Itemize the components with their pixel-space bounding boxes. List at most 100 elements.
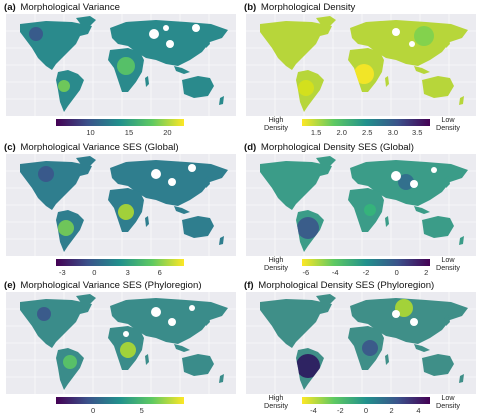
colorbar-tick-label: -4 bbox=[310, 406, 317, 415]
value-patch bbox=[354, 64, 374, 84]
colorbar-gradient bbox=[56, 259, 184, 266]
colorbar-tick-label: 15 bbox=[124, 128, 134, 137]
landmass-japan bbox=[204, 36, 210, 48]
no-data-patch bbox=[189, 305, 195, 311]
landmass-australia bbox=[422, 216, 454, 238]
panel-title: (b) Morphological Density bbox=[244, 2, 356, 13]
map-svg bbox=[6, 154, 236, 256]
value-patch bbox=[63, 355, 77, 369]
panel-d: (d) Morphological Density SES (Global) -… bbox=[240, 140, 480, 278]
value-patch bbox=[38, 166, 54, 182]
colorbar: -4 -2 0 2 4 High Density Low Density bbox=[240, 393, 480, 418]
colorbar-tick-label: 3.5 bbox=[411, 128, 423, 137]
colorbar-left-label: High Density bbox=[264, 393, 288, 410]
no-data-patch bbox=[409, 41, 415, 47]
landmass-greenland bbox=[76, 294, 96, 304]
colorbar-tick-label: -3 bbox=[59, 268, 66, 277]
landmass-north-america bbox=[260, 161, 332, 210]
value-patch bbox=[298, 80, 314, 96]
landmass-north-america bbox=[20, 299, 92, 348]
colorbar-tick-label: 6 bbox=[157, 268, 162, 277]
colorbar-right-label: Low Density bbox=[436, 393, 460, 410]
colorbar-left-label: High Density bbox=[264, 255, 288, 272]
colorbar-gradient bbox=[56, 119, 184, 126]
value-patch bbox=[362, 340, 378, 356]
landmass-australia bbox=[422, 354, 454, 376]
landmass-eurasia bbox=[350, 298, 468, 344]
landmass-uk bbox=[352, 28, 357, 35]
colorbar-tick-label: 3.0 bbox=[387, 128, 399, 137]
panel-title: (f) Morphological Density SES (Phyloregi… bbox=[244, 280, 435, 291]
panel-e: (e) Morphological Variance SES (Phyloreg… bbox=[0, 278, 240, 416]
landmass-eurasia bbox=[350, 20, 468, 66]
landmass-se-asia bbox=[174, 344, 190, 352]
landmass-australia bbox=[422, 76, 454, 98]
landmass-japan bbox=[444, 176, 450, 188]
panel-f: (f) Morphological Density SES (Phyloregi… bbox=[240, 278, 480, 416]
landmass-madagascar bbox=[145, 216, 149, 227]
colorbar-tick-label: -6 bbox=[302, 268, 310, 277]
value-patch bbox=[29, 27, 43, 41]
landmass-greenland bbox=[76, 156, 96, 166]
panel-b: (b) Morphological Density 1.5 2.0 2.5 3.0 3.… bbox=[240, 0, 480, 138]
landmass-nz bbox=[219, 96, 224, 105]
landmass-uk bbox=[112, 306, 117, 313]
landmass-north-america bbox=[260, 299, 332, 348]
colorbar-tick-label: 4 bbox=[416, 406, 421, 415]
no-data-patch bbox=[151, 169, 161, 179]
world-map bbox=[6, 292, 236, 394]
colorbar-tick-label: 5 bbox=[139, 406, 144, 415]
no-data-patch bbox=[149, 29, 159, 39]
world-map bbox=[6, 14, 236, 116]
landmass-uk bbox=[112, 168, 117, 175]
no-data-patch bbox=[151, 307, 161, 317]
value-patch bbox=[58, 80, 70, 92]
colorbar-tick-label: -4 bbox=[331, 268, 339, 277]
value-patch bbox=[58, 220, 74, 236]
no-data-patch bbox=[410, 318, 418, 326]
world-map bbox=[246, 292, 476, 394]
world-map bbox=[6, 154, 236, 256]
colorbar: 10 15 20 bbox=[0, 118, 240, 140]
map-svg bbox=[246, 154, 476, 256]
landmass-madagascar bbox=[385, 216, 389, 227]
colorbar-gradient bbox=[302, 119, 430, 126]
panel-a: (a) Morphological Variance 10 15 20 bbox=[0, 0, 240, 138]
colorbar-tick-label: 20 bbox=[163, 128, 172, 137]
colorbar: -3 0 3 6 bbox=[0, 258, 240, 280]
value-patch bbox=[296, 354, 320, 378]
map-svg bbox=[6, 292, 236, 394]
landmass-se-asia bbox=[174, 66, 190, 74]
map-svg bbox=[6, 14, 236, 116]
landmass-nz bbox=[459, 374, 464, 383]
map-svg bbox=[246, 292, 476, 394]
landmass-uk bbox=[352, 168, 357, 175]
landmass-greenland bbox=[316, 294, 336, 304]
colorbar: -6 -4 -2 0 2 High Density Low Density bbox=[240, 255, 480, 280]
colorbar-left-label: High Density bbox=[264, 115, 288, 132]
no-data-patch bbox=[431, 167, 437, 173]
landmass-north-america bbox=[20, 21, 92, 70]
no-data-patch bbox=[123, 331, 129, 337]
colorbar-gradient bbox=[302, 259, 430, 266]
value-patch bbox=[364, 204, 376, 216]
landmass-madagascar bbox=[145, 76, 149, 87]
no-data-patch bbox=[188, 164, 196, 172]
landmass-nz bbox=[219, 236, 224, 245]
landmass-uk bbox=[112, 28, 117, 35]
value-patch bbox=[297, 217, 319, 239]
panel-title: (a) Morphological Variance bbox=[4, 2, 120, 13]
no-data-patch bbox=[168, 178, 176, 186]
value-patch bbox=[37, 307, 51, 321]
no-data-patch bbox=[163, 25, 169, 31]
landmass-japan bbox=[444, 314, 450, 326]
world-map bbox=[246, 154, 476, 256]
colorbar-tick-label: 0 bbox=[91, 406, 96, 415]
landmass-se-asia bbox=[414, 66, 430, 74]
no-data-patch bbox=[392, 28, 400, 36]
landmass-japan bbox=[444, 36, 450, 48]
colorbar-tick-label: 0 bbox=[92, 268, 97, 277]
colorbar: 1.5 2.0 2.5 3.0 3.5 High Density Low Density bbox=[240, 115, 480, 140]
landmass-greenland bbox=[316, 16, 336, 26]
